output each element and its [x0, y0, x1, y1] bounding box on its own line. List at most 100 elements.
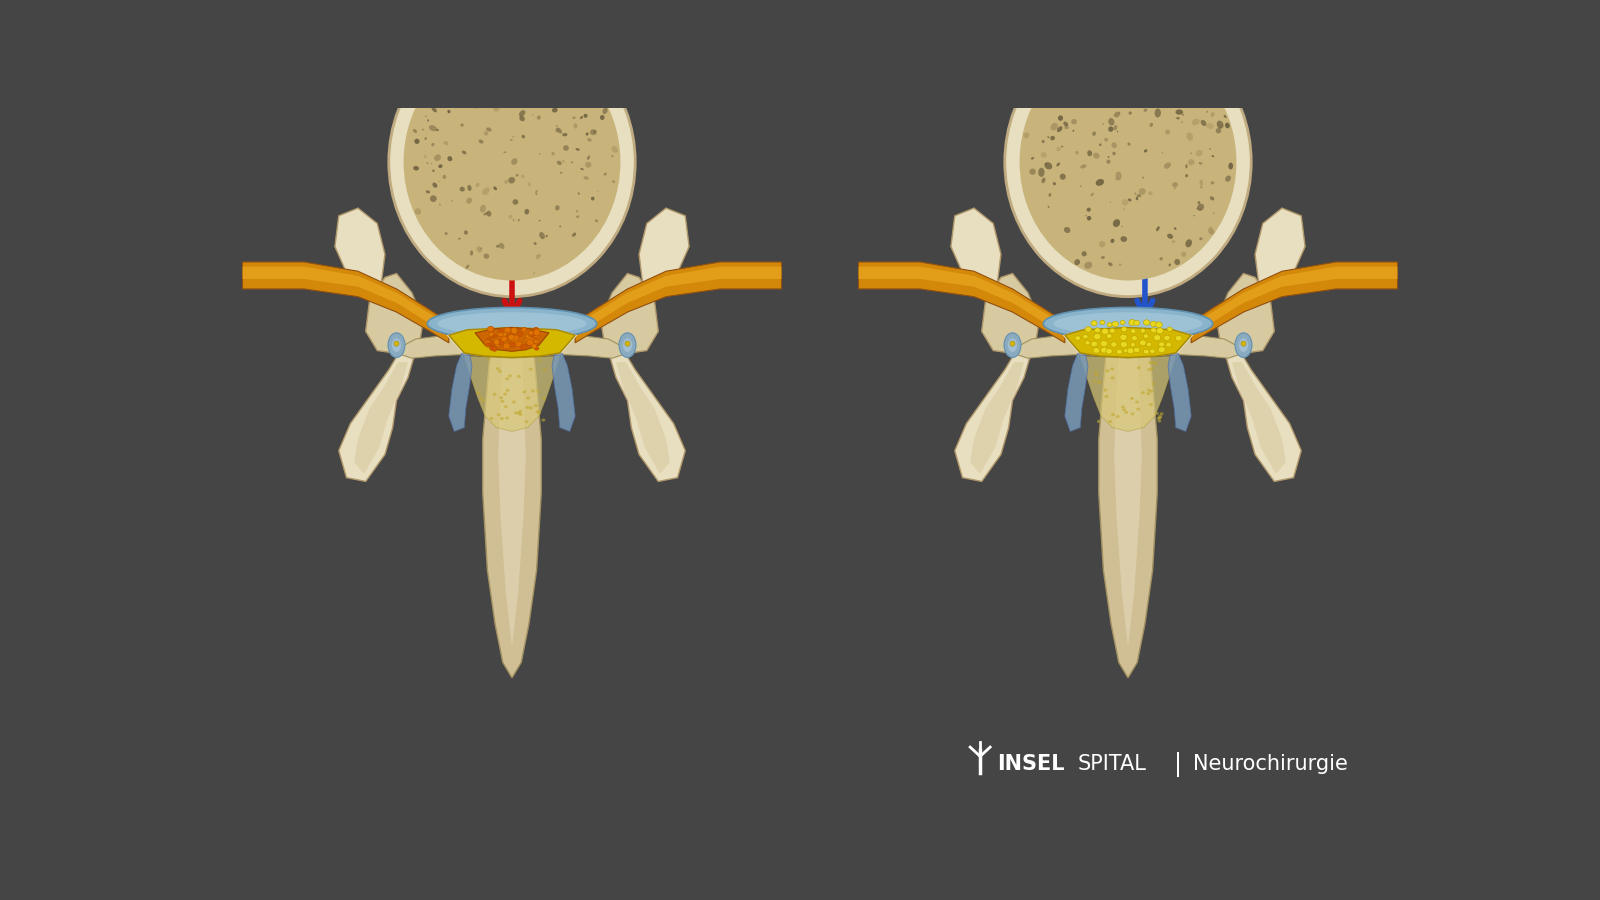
- Ellipse shape: [555, 128, 560, 132]
- Ellipse shape: [1144, 320, 1150, 325]
- Ellipse shape: [1131, 412, 1134, 416]
- Ellipse shape: [1112, 142, 1117, 148]
- Ellipse shape: [619, 333, 635, 357]
- Ellipse shape: [440, 88, 445, 93]
- Ellipse shape: [424, 137, 427, 139]
- Ellipse shape: [1181, 122, 1182, 123]
- Ellipse shape: [539, 153, 541, 155]
- Polygon shape: [1066, 328, 1190, 357]
- Ellipse shape: [427, 162, 429, 164]
- Ellipse shape: [576, 210, 578, 212]
- Ellipse shape: [1048, 136, 1050, 139]
- Ellipse shape: [1195, 149, 1203, 157]
- Ellipse shape: [1128, 142, 1131, 146]
- Ellipse shape: [1048, 205, 1050, 208]
- Ellipse shape: [448, 110, 451, 113]
- Ellipse shape: [1122, 199, 1128, 205]
- Ellipse shape: [523, 328, 526, 332]
- Ellipse shape: [1131, 336, 1138, 341]
- Ellipse shape: [1106, 48, 1110, 53]
- Ellipse shape: [1058, 126, 1062, 132]
- Ellipse shape: [1085, 327, 1091, 332]
- Ellipse shape: [512, 335, 518, 340]
- Ellipse shape: [1109, 328, 1115, 333]
- Ellipse shape: [1109, 126, 1114, 131]
- Polygon shape: [1114, 355, 1142, 647]
- Ellipse shape: [1157, 419, 1162, 423]
- Ellipse shape: [550, 64, 555, 69]
- Ellipse shape: [562, 133, 568, 137]
- Ellipse shape: [1093, 347, 1099, 353]
- Polygon shape: [475, 328, 549, 351]
- Ellipse shape: [1042, 140, 1045, 143]
- Ellipse shape: [1162, 152, 1163, 153]
- Ellipse shape: [1138, 366, 1141, 369]
- Ellipse shape: [586, 132, 589, 136]
- Ellipse shape: [403, 43, 621, 281]
- Ellipse shape: [1158, 416, 1162, 419]
- Ellipse shape: [518, 413, 523, 416]
- Ellipse shape: [514, 411, 518, 414]
- Ellipse shape: [1206, 94, 1210, 97]
- Ellipse shape: [1160, 412, 1163, 416]
- Ellipse shape: [534, 346, 539, 350]
- Ellipse shape: [443, 141, 448, 145]
- Ellipse shape: [515, 341, 522, 346]
- Ellipse shape: [571, 232, 576, 237]
- Ellipse shape: [1138, 194, 1141, 197]
- Ellipse shape: [493, 334, 498, 338]
- Ellipse shape: [1206, 123, 1214, 129]
- Ellipse shape: [501, 336, 507, 342]
- Ellipse shape: [1149, 361, 1152, 365]
- Ellipse shape: [1106, 369, 1109, 373]
- Ellipse shape: [552, 108, 558, 112]
- Ellipse shape: [1094, 328, 1101, 333]
- Ellipse shape: [1122, 409, 1126, 411]
- Ellipse shape: [517, 411, 520, 415]
- Polygon shape: [574, 266, 781, 333]
- Ellipse shape: [1064, 126, 1069, 129]
- Ellipse shape: [1117, 349, 1123, 355]
- Ellipse shape: [1091, 193, 1094, 196]
- Polygon shape: [450, 353, 472, 431]
- Ellipse shape: [1200, 120, 1206, 126]
- Ellipse shape: [539, 232, 546, 239]
- Ellipse shape: [1083, 53, 1088, 58]
- Ellipse shape: [1053, 182, 1056, 185]
- Polygon shape: [859, 262, 1066, 343]
- Ellipse shape: [525, 209, 530, 214]
- Ellipse shape: [1158, 342, 1165, 346]
- Ellipse shape: [1139, 340, 1146, 346]
- Ellipse shape: [498, 370, 502, 373]
- Ellipse shape: [499, 243, 504, 249]
- Ellipse shape: [1104, 138, 1109, 141]
- Ellipse shape: [1101, 256, 1106, 259]
- Ellipse shape: [502, 343, 510, 349]
- Ellipse shape: [1128, 199, 1131, 202]
- Ellipse shape: [533, 328, 541, 336]
- Ellipse shape: [1200, 180, 1203, 185]
- Ellipse shape: [1122, 406, 1125, 409]
- Text: SPITAL: SPITAL: [1078, 754, 1147, 774]
- Ellipse shape: [1131, 328, 1136, 334]
- Polygon shape: [1062, 328, 1194, 357]
- Ellipse shape: [1136, 408, 1141, 410]
- Ellipse shape: [424, 155, 426, 158]
- Polygon shape: [243, 266, 450, 333]
- Ellipse shape: [1130, 343, 1136, 346]
- Polygon shape: [1080, 356, 1176, 431]
- Ellipse shape: [1229, 163, 1234, 169]
- Ellipse shape: [586, 162, 592, 167]
- Ellipse shape: [1147, 368, 1152, 371]
- Polygon shape: [970, 362, 1024, 473]
- Ellipse shape: [1211, 155, 1214, 157]
- Ellipse shape: [1150, 104, 1154, 108]
- Ellipse shape: [534, 328, 539, 332]
- Ellipse shape: [474, 90, 477, 94]
- Ellipse shape: [486, 358, 491, 361]
- Ellipse shape: [422, 129, 424, 130]
- Ellipse shape: [1157, 417, 1160, 420]
- Polygon shape: [483, 351, 541, 678]
- Ellipse shape: [389, 333, 405, 357]
- Ellipse shape: [1024, 132, 1029, 139]
